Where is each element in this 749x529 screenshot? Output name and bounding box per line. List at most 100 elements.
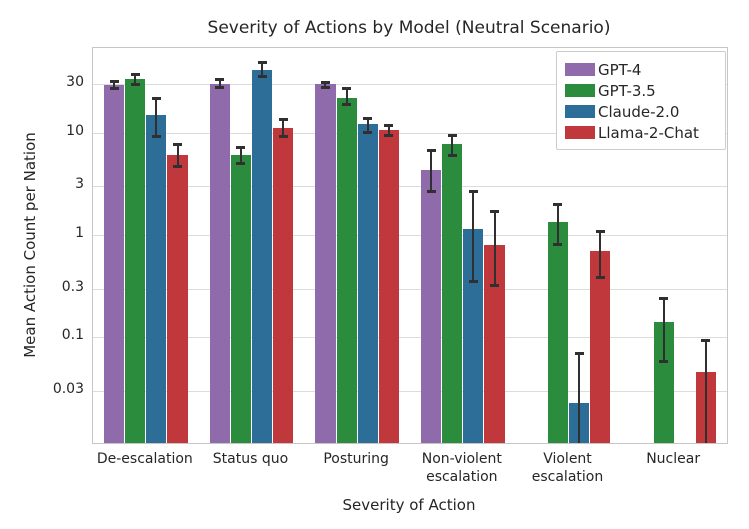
error-bar-cap-bottom [320,85,330,89]
error-bar-cap-top [468,189,478,193]
error-bar-cap-top [173,143,183,147]
error-bar [113,80,116,90]
error-bar-cap-top [130,73,140,77]
error-bar-cap-bottom [109,87,119,91]
bar-gpt-3-5 [653,322,674,443]
bar-claude-2-0 [463,228,484,443]
error-bar-cap-top [701,338,711,342]
legend-swatch [565,126,595,139]
x-axis-label: Severity of Action [342,496,476,514]
bar-claude-2-0 [146,114,167,443]
error-bar-cap-top [109,79,119,83]
error-bar [134,74,137,86]
bar-llama-2-chat [484,244,505,443]
legend: GPT-4 GPT-3.5 Claude-2.0 Llama-2-Chat [556,51,726,150]
y-tick-label: 3 [75,176,84,193]
gridline [93,390,727,392]
x-tick-label: De-escalation [96,451,193,467]
error-bar-cap-bottom [342,103,352,107]
error-bar-cap-top [342,87,352,91]
error-bar [366,117,369,133]
error-bar-cap-top [236,145,246,149]
error-bar-cap-bottom [236,162,246,166]
error-bar-cap-top [595,229,605,233]
error-bar-cap-bottom [426,190,436,194]
error-bar-cap-top [574,352,584,356]
error-bar [387,125,390,137]
error-bar [261,61,264,77]
gridline [93,337,727,339]
error-bar [704,339,707,443]
error-bar [176,144,179,168]
legend-label: GPT-3.5 [598,81,656,100]
legend-item: Llama-2-Chat [565,122,719,143]
bar-llama-2-chat [590,250,611,443]
error-bar [155,97,158,138]
x-tick-label: Non-violent escalation [421,451,502,485]
y-tick-label: 0.1 [61,327,84,344]
bar-claude-2-0 [252,69,273,443]
legend-label: Llama-2-Chat [598,123,699,142]
error-bar-cap-bottom [595,276,605,279]
error-bar-cap-top [447,133,457,137]
error-bar-cap-bottom [257,74,267,78]
error-bar-cap-bottom [215,86,225,90]
bar-llama-2-chat [273,128,294,443]
gridline [93,132,727,134]
error-bar-cap-top [320,80,330,84]
error-bar [451,134,454,157]
bar-gpt-3-5 [125,79,146,443]
y-tick-label: 0.03 [52,380,84,397]
error-bar-cap-top [384,124,394,128]
legend-swatch [565,105,595,118]
bar-gpt-3-5 [230,155,251,443]
error-bar [324,81,327,88]
y-tick-label: 30 [66,73,84,90]
error-bar-cap-bottom [553,242,563,246]
error-bar [239,146,242,165]
legend-label: Claude-2.0 [598,102,680,121]
error-bar-cap-bottom [151,135,161,139]
error-bar-cap-top [278,118,288,122]
error-bar-cap-bottom [173,165,183,169]
error-bar-cap-bottom [468,279,478,283]
error-bar-cap-top [553,203,563,207]
gridline [93,288,727,290]
legend-item: GPT-3.5 [565,80,719,101]
bar-gpt-4 [209,83,230,443]
error-bar-cap-bottom [659,359,669,363]
bar-claude-2-0 [357,124,378,443]
bar-llama-2-chat [378,130,399,443]
legend-item: Claude-2.0 [565,101,719,122]
bar-gpt-4 [315,84,336,443]
error-bar [282,119,285,137]
y-tick-label: 10 [66,122,84,139]
error-bar-cap-bottom [384,134,394,138]
error-bar-cap-top [257,60,267,64]
error-bar [662,298,665,362]
legend-swatch [565,84,595,97]
error-bar [345,88,348,106]
legend-swatch [565,63,595,76]
bar-gpt-3-5 [336,97,357,443]
x-tick-label: Nuclear [646,451,701,467]
bar-gpt-4 [104,85,125,443]
x-tick-label: Status quo [212,451,289,467]
gridline [93,186,727,188]
error-bar [493,211,496,286]
error-bar [578,353,581,443]
y-tick-label: 0.3 [61,278,84,295]
y-axis-label: Mean Action Count per Nation [21,132,39,358]
legend-item: GPT-4 [565,59,719,80]
error-bar-cap-top [659,297,669,301]
error-bar-cap-top [215,78,225,82]
error-bar-cap-bottom [447,154,457,158]
error-bar-cap-bottom [130,83,140,87]
bar-llama-2-chat [167,155,188,443]
x-tick-label: Violent escalation [531,451,604,485]
bar-gpt-3-5 [547,221,568,443]
error-bar [556,204,559,245]
gridline [93,83,727,85]
chart-title: Severity of Actions by Model (Neutral Sc… [207,18,611,38]
